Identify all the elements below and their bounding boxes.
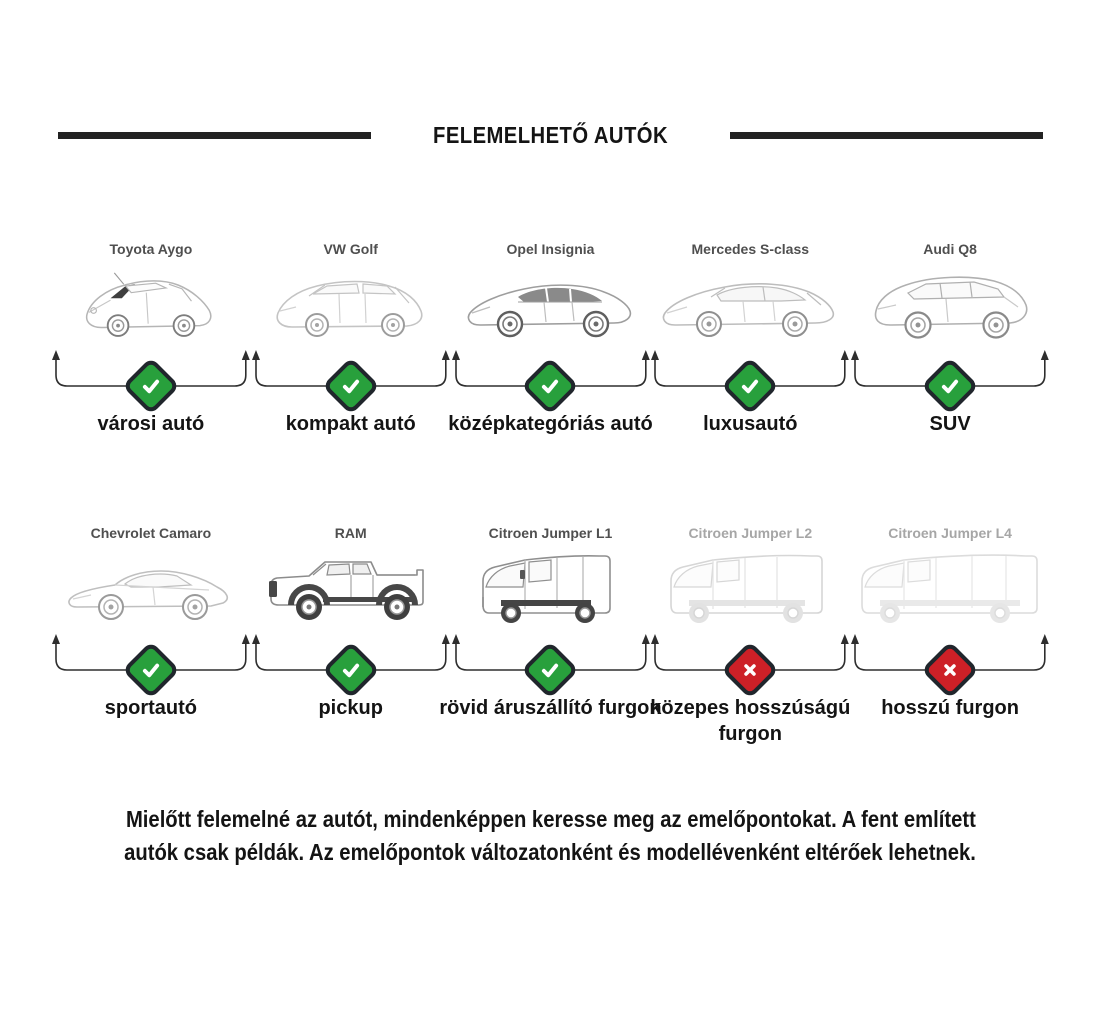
vehicle-cell-citroen-jumper-l1: Citroen Jumper L1 (439, 525, 661, 747)
model-name: RAM (334, 525, 367, 541)
check-icon (342, 663, 359, 678)
check-icon (142, 663, 159, 678)
model-name: Audi Q8 (923, 241, 977, 257)
lift-point-bracket (51, 629, 251, 699)
lift-point-bracket (650, 629, 850, 699)
footer-line-1: Mielőtt felemelné az autót, mindenképpen… (125, 806, 976, 832)
check-badge (321, 641, 380, 699)
vehicle-cell-chevrolet-camaro: Chevrolet Camaro (51, 525, 251, 747)
category-label: sportautó (104, 697, 198, 719)
check-icon (542, 663, 559, 678)
page-title: FELEMELHETŐ AUTÓK (433, 122, 668, 148)
car-illustration-citroen-jumper-l4 (850, 543, 1050, 629)
car-illustration-citroen-jumper-l2 (650, 543, 850, 629)
vehicle-cell-toyota-aygo: Toyota Aygo (51, 241, 251, 437)
category-label: kompakt autó (285, 413, 416, 435)
car-illustration-chevrolet-camaro (51, 543, 251, 629)
footer-line-2: autók csak példák. Az emelőpontok változ… (124, 839, 977, 865)
car-illustration-audi-q8 (850, 259, 1050, 345)
lift-point-bracket (51, 345, 251, 415)
check-badge (521, 641, 580, 699)
lift-point-bracket (850, 629, 1050, 699)
category-label: közepes hosszúságú furgon (650, 697, 851, 745)
model-name: Toyota Aygo (109, 241, 193, 257)
title-rule-right (730, 132, 1043, 139)
cross-icon (944, 664, 956, 676)
vehicle-cell-mercedes-s-class: Mercedes S-class (650, 241, 850, 437)
car-illustration-mercedes-s-class (650, 259, 850, 345)
car-illustration-ram (251, 543, 451, 629)
check-icon (941, 379, 959, 394)
category-label: pickup (318, 697, 383, 719)
vehicle-row-cars: Toyota Aygo (0, 241, 1101, 437)
header: FELEMELHETŐ AUTÓK (0, 0, 1101, 149)
vehicle-row-trucks-vans: Chevrolet Camaro (0, 525, 1101, 747)
model-name: Citroen Jumper L1 (488, 525, 613, 541)
model-name: VW Golf (323, 241, 378, 257)
vehicle-cell-audi-q8: Audi Q8 (850, 241, 1050, 437)
title-rule-left (58, 132, 371, 139)
cross-badge (721, 641, 780, 699)
check-badge (121, 641, 180, 699)
lift-point-bracket (251, 345, 451, 415)
check-icon (542, 379, 559, 394)
footer-note: Mielőtt felemelné az autót, mindenképpen… (0, 803, 1101, 869)
lift-point-bracket (850, 345, 1050, 415)
check-icon (742, 379, 759, 394)
model-name: Mercedes S-class (691, 241, 810, 257)
model-name: Citroen Jumper L4 (888, 525, 1012, 541)
category-label: luxusautó (703, 413, 798, 435)
check-badge (521, 357, 580, 415)
car-illustration-citroen-jumper-l1 (451, 543, 651, 629)
check-icon (342, 379, 359, 394)
vehicle-cell-ram: RAM (251, 525, 451, 747)
check-badge (321, 357, 380, 415)
lift-point-bracket (451, 629, 651, 699)
lift-point-bracket (251, 629, 451, 699)
car-illustration-vw-golf (251, 259, 451, 345)
cross-icon (744, 664, 757, 676)
vehicle-cell-citroen-jumper-l2: Citroen Jumper L2 (650, 525, 850, 747)
vehicle-cell-opel-insignia: Opel Insignia (448, 241, 653, 437)
car-illustration-toyota-aygo (51, 259, 251, 345)
cross-badge (921, 641, 980, 699)
check-badge (121, 357, 180, 415)
check-icon (142, 379, 159, 394)
category-label: rövid áruszállító furgon (439, 697, 662, 719)
car-illustration-opel-insignia (451, 259, 651, 345)
model-name: Opel Insignia (506, 241, 595, 257)
check-badge (721, 357, 780, 415)
check-badge (921, 357, 980, 415)
vehicle-cell-vw-golf: VW Golf (251, 241, 451, 437)
model-name: Chevrolet Camaro (90, 525, 212, 541)
vehicle-cell-citroen-jumper-l4: Citroen Jumper L4 (850, 525, 1050, 747)
lift-point-bracket (650, 345, 850, 415)
model-name: Citroen Jumper L2 (688, 525, 813, 541)
category-label: középkategóriás autó (448, 413, 653, 435)
category-label: SUV (929, 413, 971, 435)
lift-point-bracket (451, 345, 651, 415)
category-label: hosszú furgon (881, 697, 1019, 719)
category-label: városi autó (97, 413, 205, 435)
